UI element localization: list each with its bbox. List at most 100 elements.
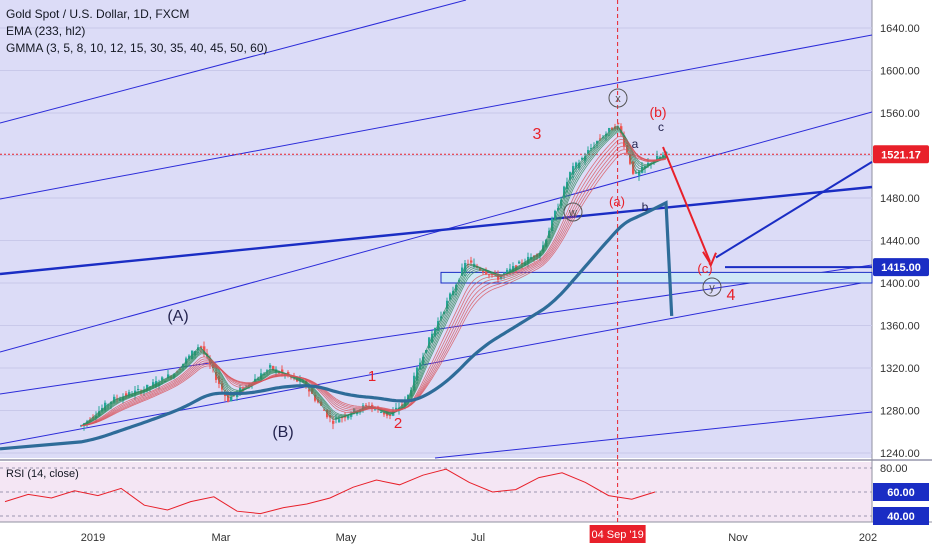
candle-body[interactable] [356,412,359,415]
wave-label[interactable]: 2 [394,415,402,432]
candle-body[interactable] [608,128,611,132]
wave-label[interactable]: b [642,200,649,214]
candle-body[interactable] [548,230,551,239]
candle-body[interactable] [599,138,602,140]
support-zone[interactable] [440,271,873,284]
projection-line[interactable] [715,161,873,259]
wave-label[interactable]: (b) [649,104,666,120]
candle-body[interactable] [314,394,317,401]
candle-body[interactable] [482,270,485,273]
candle-body[interactable] [488,274,491,276]
candle-body[interactable] [227,394,230,402]
candle-body[interactable] [320,401,323,406]
rsi-title[interactable]: RSI (14, close) [6,468,79,480]
candle-body[interactable] [449,293,452,300]
wave-label[interactable]: (B) [272,424,293,441]
price-label-box[interactable] [873,145,929,164]
price-tick-label[interactable]: 1320.00 [880,363,920,375]
price-tick-label[interactable]: 1560.00 [880,108,920,120]
candle-body[interactable] [128,392,131,396]
candle-body[interactable] [614,126,617,129]
candle-body[interactable] [161,377,164,381]
wave-label[interactable]: a [632,137,639,151]
wave-label[interactable]: (a) [609,194,625,209]
rsi-tick-label[interactable]: 80.00 [880,463,908,475]
candle-body[interactable] [125,393,128,397]
candle-body[interactable] [569,172,572,180]
wave-label[interactable]: 4 [727,287,736,304]
candle-body[interactable] [203,346,206,354]
candle-body[interactable] [461,267,464,275]
candle-body[interactable] [437,321,440,331]
candle-body[interactable] [518,261,521,264]
candle-body[interactable] [338,419,341,423]
time-tick-label[interactable]: 2019 [81,532,105,544]
candle-body[interactable] [587,150,590,154]
candle-body[interactable] [485,271,488,275]
ema-233-line[interactable] [0,200,674,451]
candle-body[interactable] [434,327,437,336]
candle-body[interactable] [491,274,494,276]
candle-body[interactable] [269,365,272,368]
candle-body[interactable] [395,407,398,410]
candle-body[interactable] [344,416,347,418]
candle-body[interactable] [308,389,311,392]
candle-body[interactable] [533,255,536,258]
price-tick-label[interactable]: 1440.00 [880,236,920,248]
price-tick-label[interactable]: 1280.00 [880,406,920,418]
candle-body[interactable] [380,411,383,413]
candle-body[interactable] [602,137,605,139]
candle-body[interactable] [107,404,110,406]
wave-label[interactable]: 1 [368,368,376,385]
candle-body[interactable] [497,275,500,280]
candle-body[interactable] [152,382,155,387]
gmma-legend[interactable]: GMMA (3, 5, 8, 10, 12, 15, 30, 35, 40, 4… [6,41,268,55]
candle-body[interactable] [560,199,563,206]
candle-body[interactable] [425,350,428,353]
candle-body[interactable] [656,155,659,160]
candle-body[interactable] [455,284,458,291]
candle-body[interactable] [272,366,275,370]
candle-body[interactable] [500,276,503,280]
candle-body[interactable] [374,408,377,410]
candle-body[interactable] [353,408,356,413]
candle-body[interactable] [635,172,638,174]
candle-body[interactable] [506,269,509,273]
candle-body[interactable] [146,384,149,391]
candle-body[interactable] [509,268,512,272]
candle-body[interactable] [572,166,575,175]
candle-body[interactable] [512,266,515,271]
candle-body[interactable] [638,171,641,176]
candle-body[interactable] [323,409,326,411]
candle-body[interactable] [200,346,203,348]
rsi-tick-box[interactable] [873,507,929,525]
price-tick-label[interactable]: 1240.00 [880,448,920,460]
time-tick-label[interactable]: Mar [212,532,231,544]
time-tick-label[interactable]: May [336,532,357,544]
candle-body[interactable] [581,158,584,160]
ema-legend[interactable]: EMA (233, hl2) [6,24,86,38]
wave-label[interactable]: w [568,207,577,219]
time-tick-label[interactable]: 202 [859,532,877,544]
price-label-text[interactable]: 1521.17 [881,149,921,161]
wave-label[interactable]: (A) [167,308,188,325]
candle-body[interactable] [188,355,191,359]
candle-body[interactable] [281,369,284,373]
date-highlight-box[interactable] [589,525,646,543]
candle-body[interactable] [347,415,350,419]
candle-body[interactable] [389,414,392,416]
candle-body[interactable] [137,389,140,391]
candle-body[interactable] [215,371,218,380]
candle-body[interactable] [575,162,578,168]
candle-body[interactable] [620,126,623,134]
time-tick-label[interactable]: Jul [471,532,485,544]
candle-body[interactable] [383,412,386,415]
candle-body[interactable] [365,404,368,406]
candle-body[interactable] [617,122,620,124]
price-label-text[interactable]: 1415.00 [881,262,921,274]
candle-body[interactable] [182,363,185,367]
candle-body[interactable] [590,148,593,150]
time-tick-label[interactable]: Nov [728,532,748,544]
wave-label[interactable]: (c) [697,261,712,276]
